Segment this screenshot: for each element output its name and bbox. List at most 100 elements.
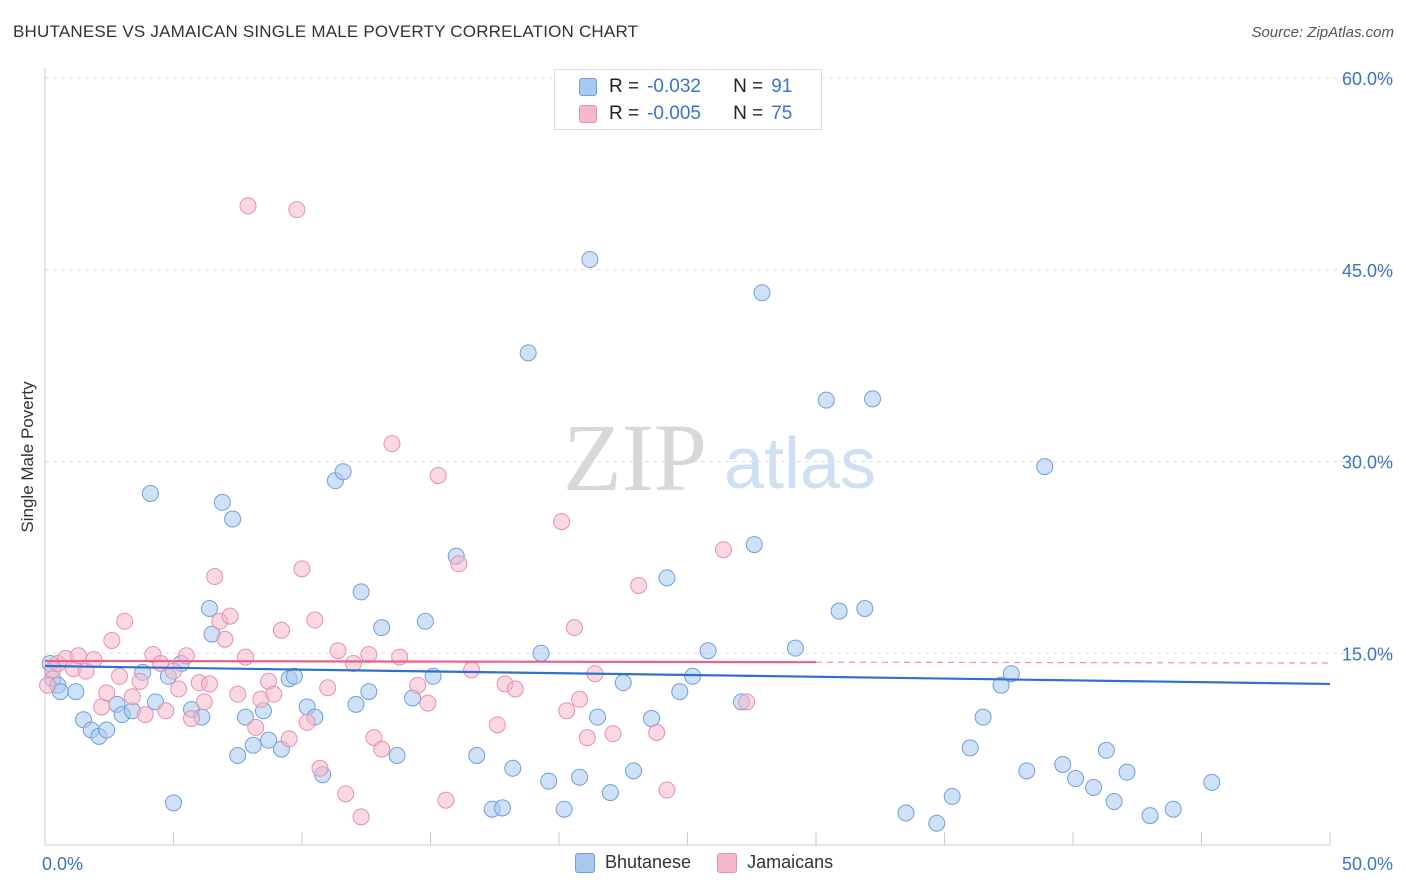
point-bhutanese bbox=[347, 695, 365, 713]
trendline-bhutanese bbox=[44, 664, 1331, 686]
point-jamaicans bbox=[39, 676, 57, 694]
point-bhutanese bbox=[589, 708, 607, 726]
x-tick-label: 50.0% bbox=[1342, 854, 1393, 874]
point-jamaicans bbox=[352, 808, 370, 826]
point-jamaicans bbox=[306, 611, 324, 629]
legend-item-bhutanese[interactable]: Bhutanese bbox=[575, 852, 691, 873]
point-bhutanese bbox=[1067, 770, 1085, 788]
point-jamaicans bbox=[103, 631, 121, 649]
point-jamaicans bbox=[123, 688, 141, 706]
point-bhutanese bbox=[229, 747, 247, 765]
stats-r-value: -0.005 bbox=[647, 103, 701, 124]
point-jamaicans bbox=[604, 725, 622, 743]
point-jamaicans bbox=[221, 607, 239, 625]
point-bhutanese bbox=[625, 762, 643, 780]
point-bhutanese bbox=[388, 747, 406, 765]
point-bhutanese bbox=[581, 251, 599, 269]
point-jamaicans bbox=[98, 684, 116, 702]
point-jamaicans bbox=[293, 560, 311, 578]
trendline-jamaicans-extension bbox=[815, 661, 1331, 664]
legend-item-jamaicans[interactable]: Jamaicans bbox=[717, 852, 833, 873]
point-bhutanese bbox=[974, 708, 992, 726]
point-bhutanese bbox=[1164, 800, 1182, 818]
point-jamaicans bbox=[311, 759, 329, 777]
source-label: Source: ZipAtlas.com bbox=[1251, 24, 1394, 41]
watermark: ZIP atlas bbox=[563, 404, 876, 511]
point-bhutanese bbox=[658, 569, 676, 587]
point-bhutanese bbox=[992, 676, 1010, 694]
point-jamaicans bbox=[553, 513, 571, 531]
point-bhutanese bbox=[334, 463, 352, 481]
point-jamaicans bbox=[409, 676, 427, 694]
point-jamaicans bbox=[239, 197, 257, 215]
stats-box: R = -0.032 N = 91 R = -0.005 N = 75 bbox=[554, 69, 822, 130]
stats-swatch-jamaicans bbox=[579, 105, 597, 123]
point-jamaicans bbox=[714, 541, 732, 559]
point-jamaicans bbox=[229, 685, 247, 703]
point-jamaicans bbox=[288, 201, 306, 219]
point-bhutanese bbox=[352, 583, 370, 601]
point-bhutanese bbox=[699, 642, 717, 660]
point-jamaicans bbox=[136, 706, 154, 724]
point-bhutanese bbox=[165, 794, 182, 812]
point-jamaicans bbox=[131, 672, 149, 690]
point-bhutanese bbox=[614, 674, 632, 692]
point-jamaicans bbox=[157, 702, 175, 720]
point-jamaicans bbox=[419, 694, 437, 712]
point-jamaicans bbox=[236, 648, 254, 666]
point-bhutanese bbox=[1018, 762, 1036, 780]
point-bhutanese bbox=[943, 787, 961, 805]
point-bhutanese bbox=[540, 772, 558, 790]
point-bhutanese bbox=[493, 799, 511, 817]
trend-layer bbox=[44, 659, 1331, 686]
point-bhutanese bbox=[786, 639, 804, 657]
point-jamaicans bbox=[85, 651, 103, 669]
point-bhutanese bbox=[416, 612, 434, 630]
point-jamaicans bbox=[658, 781, 676, 799]
point-bhutanese bbox=[1105, 793, 1123, 811]
legend-label-jamaicans: Jamaicans bbox=[747, 852, 834, 872]
point-jamaicans bbox=[391, 648, 409, 666]
point-bhutanese bbox=[244, 736, 262, 754]
point-jamaicans bbox=[506, 680, 524, 698]
stats-n-label: N = bbox=[733, 103, 764, 124]
point-bhutanese bbox=[1085, 778, 1103, 796]
point-bhutanese bbox=[519, 344, 537, 362]
legend-swatch-jamaicans bbox=[717, 852, 738, 873]
point-bhutanese bbox=[285, 667, 303, 685]
point-bhutanese bbox=[571, 768, 589, 786]
point-jamaicans bbox=[206, 568, 224, 586]
grid-layer bbox=[45, 77, 1395, 654]
watermark-zip: ZIP bbox=[563, 404, 707, 511]
point-bhutanese bbox=[864, 390, 882, 408]
point-bhutanese bbox=[468, 747, 486, 765]
point-jamaicans bbox=[437, 791, 455, 809]
point-bhutanese bbox=[856, 600, 874, 618]
point-bhutanese bbox=[67, 683, 85, 701]
point-bhutanese bbox=[373, 619, 391, 637]
point-jamaicans bbox=[165, 662, 182, 680]
point-jamaicans bbox=[578, 729, 596, 747]
point-jamaicans bbox=[111, 667, 129, 685]
point-bhutanese bbox=[830, 602, 848, 620]
point-bhutanese bbox=[671, 683, 689, 701]
point-bhutanese bbox=[1002, 665, 1020, 683]
point-jamaicans bbox=[360, 646, 378, 664]
point-jamaicans bbox=[298, 713, 316, 731]
point-bhutanese bbox=[928, 814, 946, 832]
y-tick-label: 30.0% bbox=[1342, 453, 1393, 473]
y-axis-label: Single Male Poverty bbox=[18, 381, 37, 533]
point-bhutanese bbox=[897, 804, 915, 822]
point-jamaicans bbox=[337, 785, 355, 803]
point-bhutanese bbox=[360, 683, 378, 701]
point-bhutanese bbox=[260, 731, 278, 749]
y-tick-label: 45.0% bbox=[1342, 261, 1393, 281]
stats-r-value: -0.032 bbox=[647, 76, 701, 97]
point-jamaicans bbox=[182, 709, 200, 727]
point-bhutanese bbox=[1141, 807, 1159, 825]
point-bhutanese bbox=[555, 800, 573, 818]
y-tick-label: 60.0% bbox=[1342, 69, 1393, 89]
point-jamaicans bbox=[329, 642, 347, 660]
point-jamaicans bbox=[450, 555, 468, 573]
